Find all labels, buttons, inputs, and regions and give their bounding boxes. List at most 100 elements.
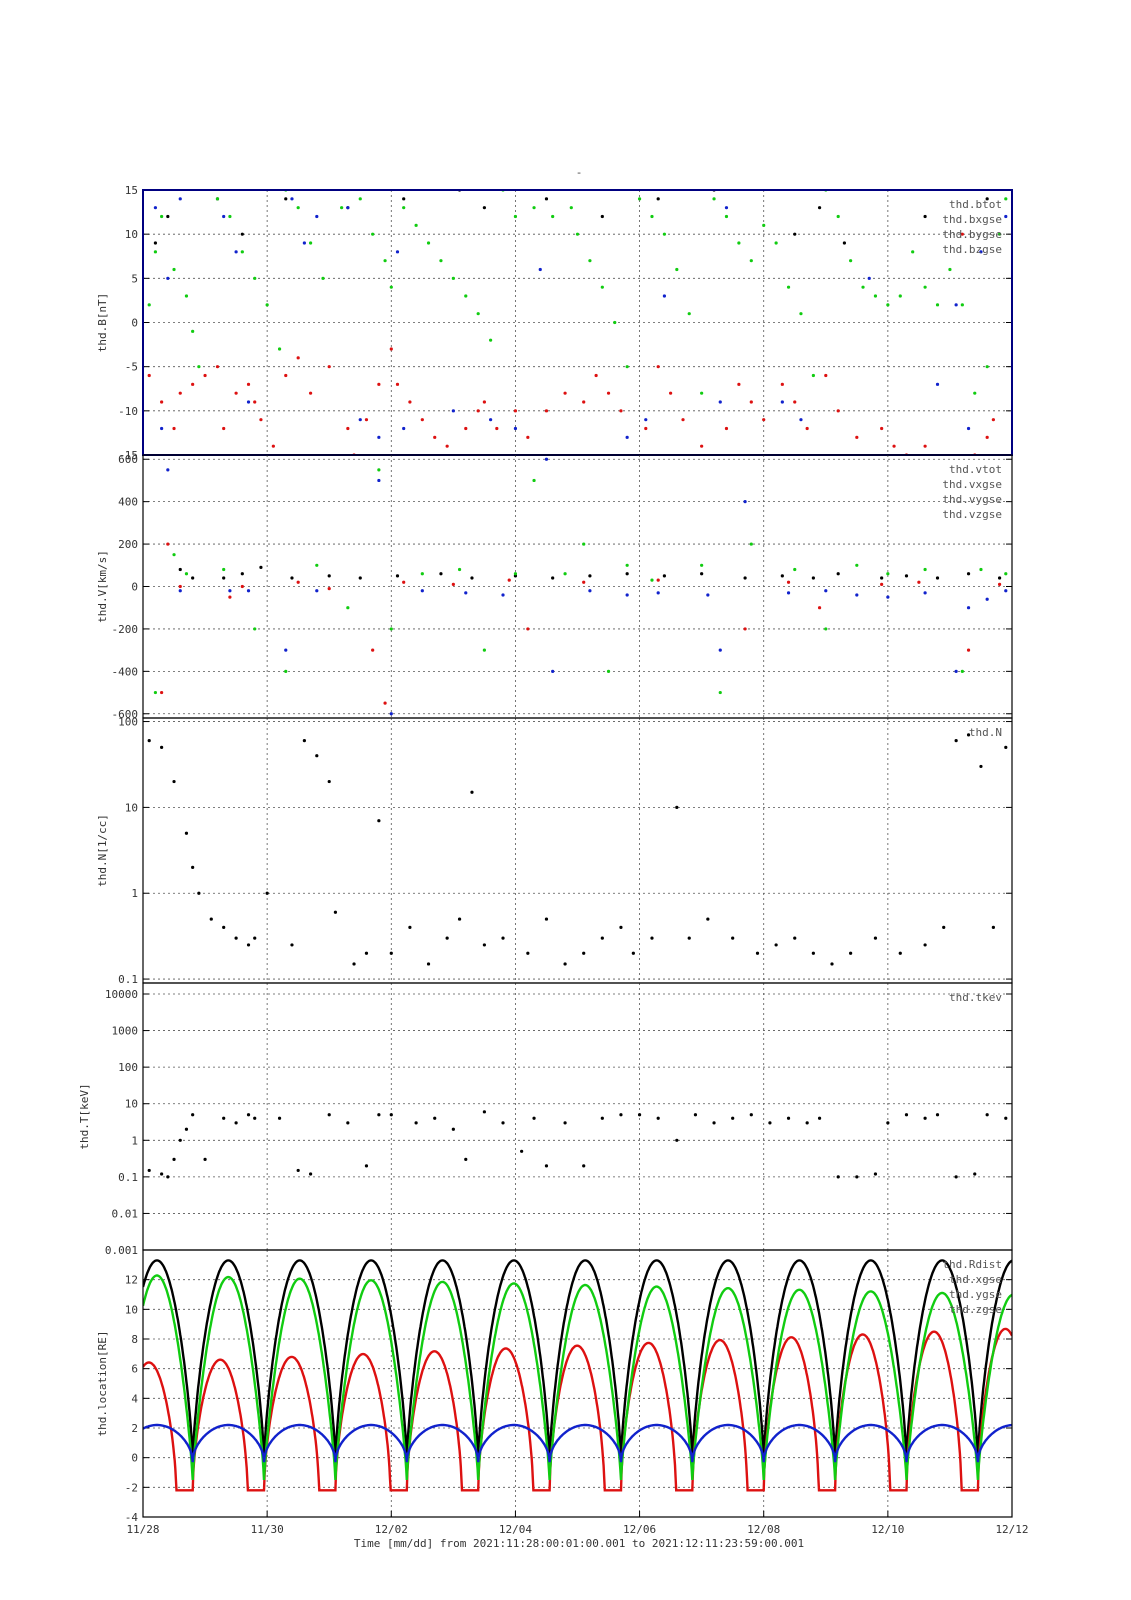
y-tick-label: 10 (125, 1303, 138, 1316)
series-line-thd-xgse (143, 1327, 1012, 1492)
data-point-thd-bygse (476, 312, 480, 316)
data-point-thd-vygse (153, 690, 158, 695)
data-point-thd-tkev (346, 1121, 350, 1125)
data-point-thd-tkev (582, 1164, 586, 1168)
data-point-thd-btot (482, 206, 486, 210)
x-tick-label: 12/12 (995, 1523, 1028, 1536)
data-point-thd-btot (284, 197, 288, 201)
data-point-thd-bxgse (544, 409, 549, 413)
data-point-thd-vzgse (985, 597, 989, 601)
data-point-thd-tkev (222, 1116, 226, 1120)
data-point-thd-tkev (768, 1121, 772, 1125)
data-point-thd-N (160, 745, 164, 749)
data-point-thd-vygse (253, 627, 257, 631)
data-point-thd-btot (153, 241, 158, 245)
panel-2: 600 400 200 0 -200 -400 -600 thd.V[km/s] thd.vto… (96, 453, 1013, 721)
data-point-thd-tkev (327, 1113, 331, 1117)
data-point-thd-bzgse (377, 435, 381, 439)
data-point-thd-vxgse (451, 582, 455, 586)
legend-entry: thd.vxgse (942, 478, 1002, 491)
data-point-thd-vxgse (402, 580, 406, 584)
data-point-thd-bxgse (389, 347, 393, 351)
data-point-thd-vtot (178, 567, 182, 572)
data-group (143, 1259, 1012, 1492)
x-tick-label: 11/28 (126, 1523, 159, 1536)
data-point-thd-bygse (191, 329, 195, 333)
series-line-thd-ygse (143, 1274, 1012, 1480)
data-point-thd-vygse (284, 669, 288, 673)
data-point-thd-tkev (637, 1113, 642, 1117)
data-point-thd-vxgse (656, 578, 660, 582)
data-point-thd-vxgse (383, 701, 387, 705)
data-point-thd-tkev (786, 1116, 791, 1120)
data-point-thd-bxgse (656, 365, 660, 369)
data-point-thd-vzgse (464, 591, 468, 595)
panel-3: 100 10 1 0.1 thd.N[1/cc] thd.N (96, 716, 1013, 986)
data-point-thd-bxgse (327, 365, 331, 369)
data-point-thd-bxgse (495, 426, 499, 431)
data-point-thd-bzgse (538, 267, 542, 272)
data-point-thd-vxgse (327, 587, 331, 591)
data-point-thd-N (563, 962, 567, 966)
y-tick-label: 200 (118, 538, 138, 551)
data-point-thd-vzgse (1004, 589, 1008, 593)
y-tick-label: 8 (131, 1333, 138, 1346)
data-point-thd-vtot (395, 574, 400, 578)
data-point-thd-bxgse (364, 418, 369, 422)
data-point-thd-bzgse (718, 400, 722, 404)
data-point-thd-bygse (724, 214, 729, 219)
data-point-thd-bxgse (433, 435, 437, 439)
y-tick-label: -400 (112, 665, 139, 678)
data-point-thd-tkev (712, 1121, 716, 1125)
data-point-thd-bygse (948, 267, 952, 272)
data-point-thd-bygse (308, 241, 313, 245)
legend-entry: thd.xgse (949, 1273, 1002, 1286)
y-tick-label: 1 (131, 1134, 138, 1147)
data-point-thd-bxgse (892, 444, 896, 448)
data-point-thd-N (619, 925, 623, 929)
data-point-thd-N (197, 891, 201, 895)
legend-entry: thd.vzgse (942, 508, 1002, 521)
data-point-thd-tkev (234, 1121, 238, 1125)
data-point-thd-bxgse (644, 426, 648, 431)
legend-entry: thd.vygse (942, 493, 1002, 506)
data-point-thd-N (327, 779, 331, 784)
data-point-thd-vygse (718, 690, 722, 695)
y-tick-label: 400 (118, 496, 138, 509)
data-point-thd-bygse (625, 365, 629, 369)
data-point-thd-bxgse (147, 373, 151, 378)
data-point-thd-bygse (426, 241, 431, 245)
data-point-thd-bxgse (178, 391, 182, 395)
data-point-thd-bzgse (489, 418, 493, 422)
data-point-thd-tkev (886, 1121, 890, 1125)
data-point-thd-tkev (482, 1110, 486, 1114)
data-point-thd-btot (544, 197, 549, 201)
data-point-thd-bxgse (855, 435, 859, 439)
data-point-thd-tkev (414, 1121, 418, 1125)
data-point-thd-tkev (377, 1113, 381, 1117)
y-tick-label: 10 (125, 801, 138, 814)
data-point-thd-vzgse (178, 589, 182, 593)
data-point-thd-vygse (749, 542, 753, 546)
data-point-thd-tkev (749, 1113, 753, 1117)
y-tick-label: -2 (125, 1481, 138, 1494)
data-point-thd-vtot (551, 576, 555, 580)
data-point-thd-N (389, 951, 393, 955)
data-point-thd-bygse (799, 312, 803, 316)
data-point-thd-vzgse (377, 478, 381, 483)
y-tick-label: -600 (112, 708, 139, 721)
data-point-thd-tkev (563, 1121, 567, 1125)
data-point-thd-vygse (1004, 572, 1008, 576)
data-point-thd-bygse (240, 250, 244, 254)
panel-frame (142, 982, 1013, 1251)
data-point-thd-tkev (923, 1116, 927, 1120)
y-tick-label: 5 (131, 272, 138, 285)
data-point-thd-bygse (147, 303, 151, 307)
data-point-thd-N (687, 936, 691, 940)
data-point-thd-N (302, 738, 306, 743)
data-point-thd-tkev (985, 1113, 989, 1117)
data-point-thd-bzgse (346, 206, 350, 210)
data-point-thd-bzgse (451, 409, 455, 413)
legend-entry: thd.zgse (949, 1303, 1002, 1316)
panel-frame (142, 1249, 1013, 1518)
